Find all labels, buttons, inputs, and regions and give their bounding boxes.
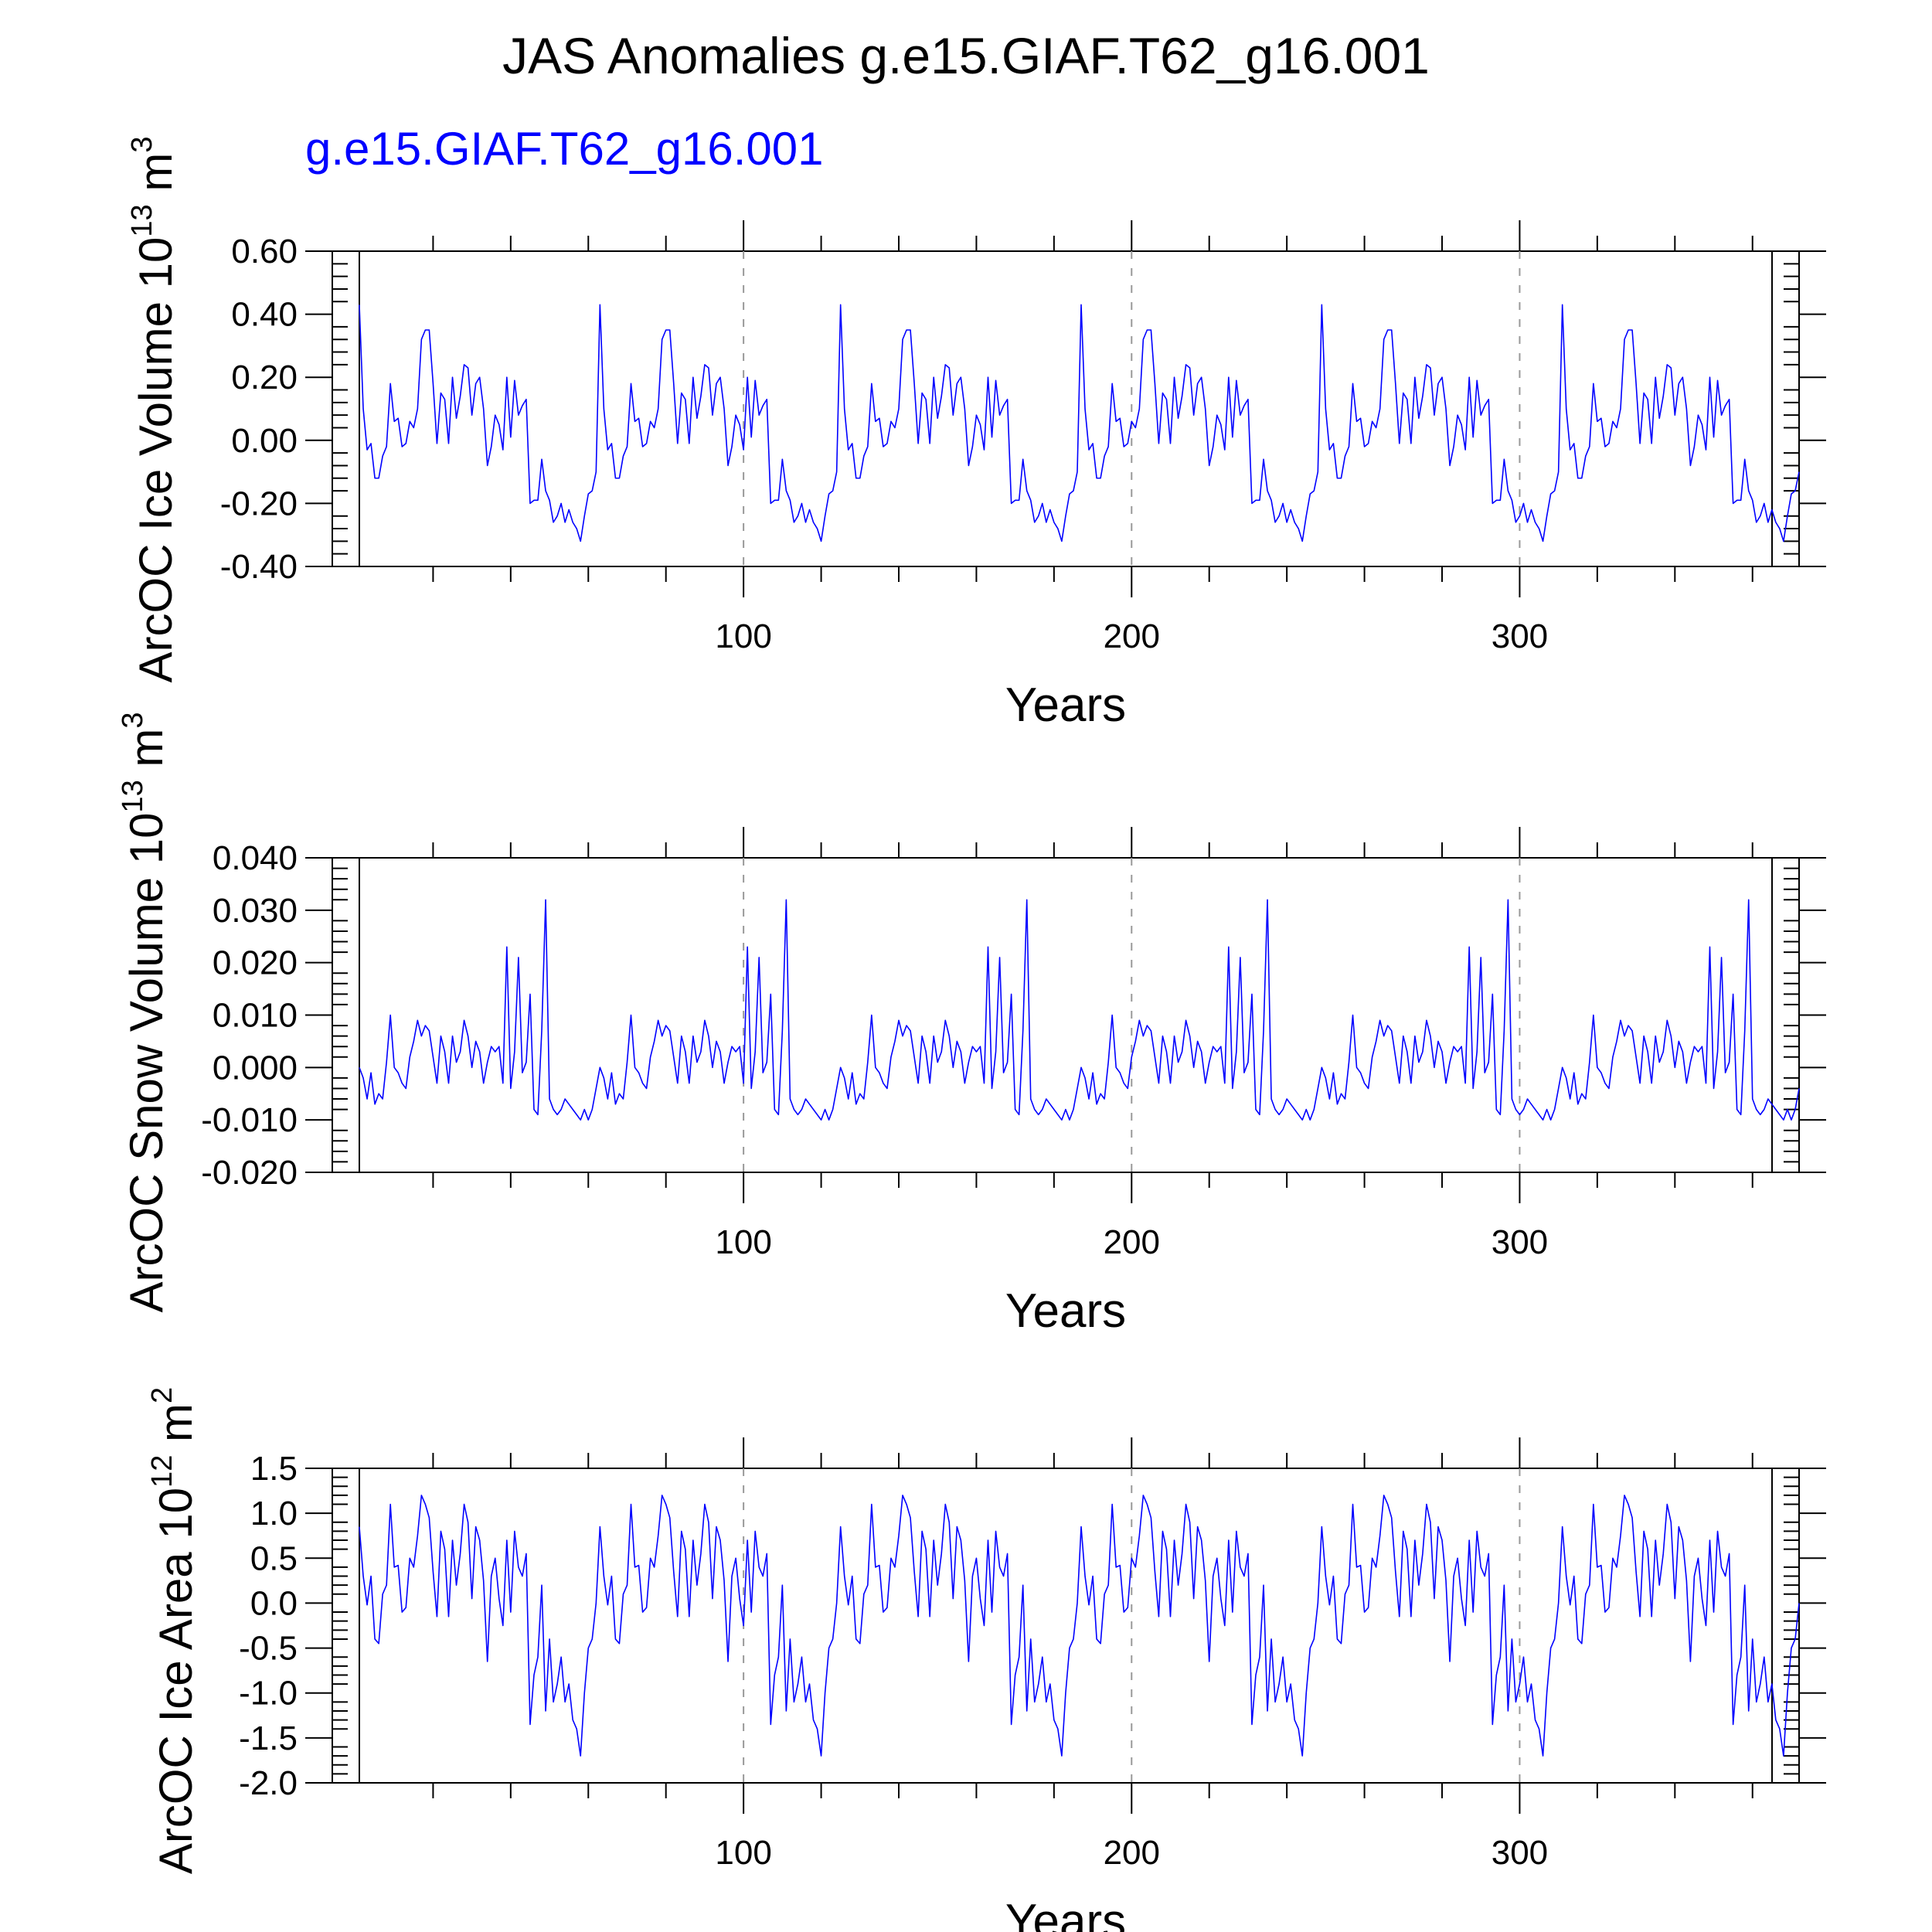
y-axis-title: ArcOC Snow Volume 1013 m3 — [117, 712, 172, 1312]
x-tick-label: 200 — [1104, 617, 1160, 655]
x-axis-title: Years — [1005, 679, 1126, 732]
x-tick-label: 300 — [1492, 617, 1548, 655]
series-line-1 — [359, 304, 1800, 543]
y-tick-label: 0.000 — [213, 1049, 298, 1087]
y-tick-label: 0.030 — [213, 892, 298, 930]
y-tick-label: 0.020 — [213, 944, 298, 982]
series-line-2 — [359, 899, 1800, 1121]
series-line-3 — [359, 1495, 1800, 1757]
plot-frame-1 — [332, 250, 1800, 567]
y-tick-label: 0.040 — [213, 839, 298, 877]
y-tick-label: 1.5 — [250, 1450, 298, 1488]
x-axis-title: Years — [1005, 1284, 1126, 1338]
y-tick-label: 0.00 — [231, 422, 298, 460]
x-tick-label: 100 — [715, 1223, 771, 1261]
plot-frame-2 — [332, 857, 1800, 1173]
run-label: g.e15.GIAF.T62_g16.001 — [305, 123, 824, 175]
x-axis-title: Years — [1005, 1895, 1126, 1932]
y-tick-label: -0.5 — [239, 1630, 298, 1668]
y-tick-label: 0.010 — [213, 997, 298, 1035]
y-tick-label: -1.0 — [239, 1675, 298, 1713]
plot-frame-3 — [332, 1468, 1800, 1784]
y-tick-label: 0.40 — [231, 296, 298, 334]
y-tick-label: 1.0 — [250, 1495, 298, 1532]
x-tick-label: 100 — [715, 1834, 771, 1872]
y-tick-label: -0.010 — [201, 1101, 298, 1139]
x-tick-label: 300 — [1492, 1223, 1548, 1261]
x-tick-label: 100 — [715, 617, 771, 655]
x-tick-label: 200 — [1104, 1834, 1160, 1872]
y-tick-label: 0.20 — [231, 359, 298, 396]
y-axis-title: ArcOC Ice Volume 1013 m3 — [126, 137, 182, 683]
y-tick-label: 0.60 — [231, 233, 298, 270]
y-tick-label: -2.0 — [239, 1764, 298, 1802]
main-title: JAS Anomalies g.e15.GIAF.T62_g16.001 — [502, 27, 1430, 84]
y-axis-title: ArcOC Ice Area 1012 m2 — [146, 1387, 202, 1874]
y-tick-label: -0.20 — [220, 485, 298, 522]
y-tick-label: -0.40 — [220, 548, 298, 586]
x-tick-label: 300 — [1492, 1834, 1548, 1872]
y-tick-label: 0.5 — [250, 1539, 298, 1577]
y-tick-label: -0.020 — [201, 1154, 298, 1192]
x-tick-label: 200 — [1104, 1223, 1160, 1261]
y-tick-label: 0.0 — [250, 1584, 298, 1622]
y-tick-label: -1.5 — [239, 1719, 298, 1757]
